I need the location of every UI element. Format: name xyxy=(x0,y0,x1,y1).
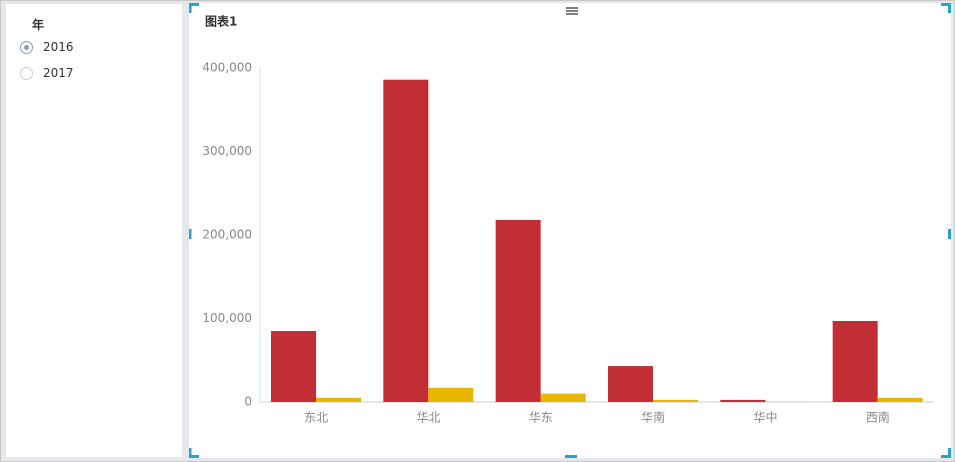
y-tick-label: 0 xyxy=(244,395,252,409)
bar xyxy=(383,79,429,402)
filter-panel: 年 2016 2017 xyxy=(6,4,182,457)
y-tick-label: 200,000 xyxy=(202,228,252,242)
bar xyxy=(653,399,698,402)
option-label[interactable]: 2016 xyxy=(43,40,74,54)
y-tick-label: 100,000 xyxy=(202,311,252,325)
x-tick-label: 华东 xyxy=(529,411,553,425)
option-label[interactable]: 2017 xyxy=(43,66,74,80)
bar xyxy=(540,393,586,402)
radio[interactable] xyxy=(20,40,33,54)
bar xyxy=(271,331,316,402)
radio[interactable] xyxy=(20,66,33,80)
bar xyxy=(495,219,541,402)
chart-title: 图表1 xyxy=(205,14,237,29)
bar xyxy=(832,321,878,402)
bar xyxy=(720,399,766,402)
bar xyxy=(877,397,923,402)
filter-title: 年 xyxy=(32,18,45,32)
selection-handles[interactable] xyxy=(189,3,951,458)
y-tick-label: 400,000 xyxy=(202,61,252,75)
x-tick-label: 华中 xyxy=(753,410,777,425)
x-tick-label: 东北 xyxy=(304,411,328,425)
chart: 图表1 0 100,000 200,000 300,000 400,000 东北 华北 华东 华… xyxy=(189,3,951,458)
bar xyxy=(608,366,653,402)
bar xyxy=(428,387,474,402)
bar xyxy=(316,397,361,402)
y-tick-label: 300,000 xyxy=(202,144,252,158)
x-tick-label: 华南 xyxy=(641,410,665,425)
radio-option[interactable]: 2016 xyxy=(20,40,74,54)
radio-option[interactable]: 2017 xyxy=(20,66,74,80)
x-tick-label: 西南 xyxy=(866,410,890,425)
drag-handle[interactable] xyxy=(566,7,578,15)
x-tick-label: 华北 xyxy=(416,411,440,425)
